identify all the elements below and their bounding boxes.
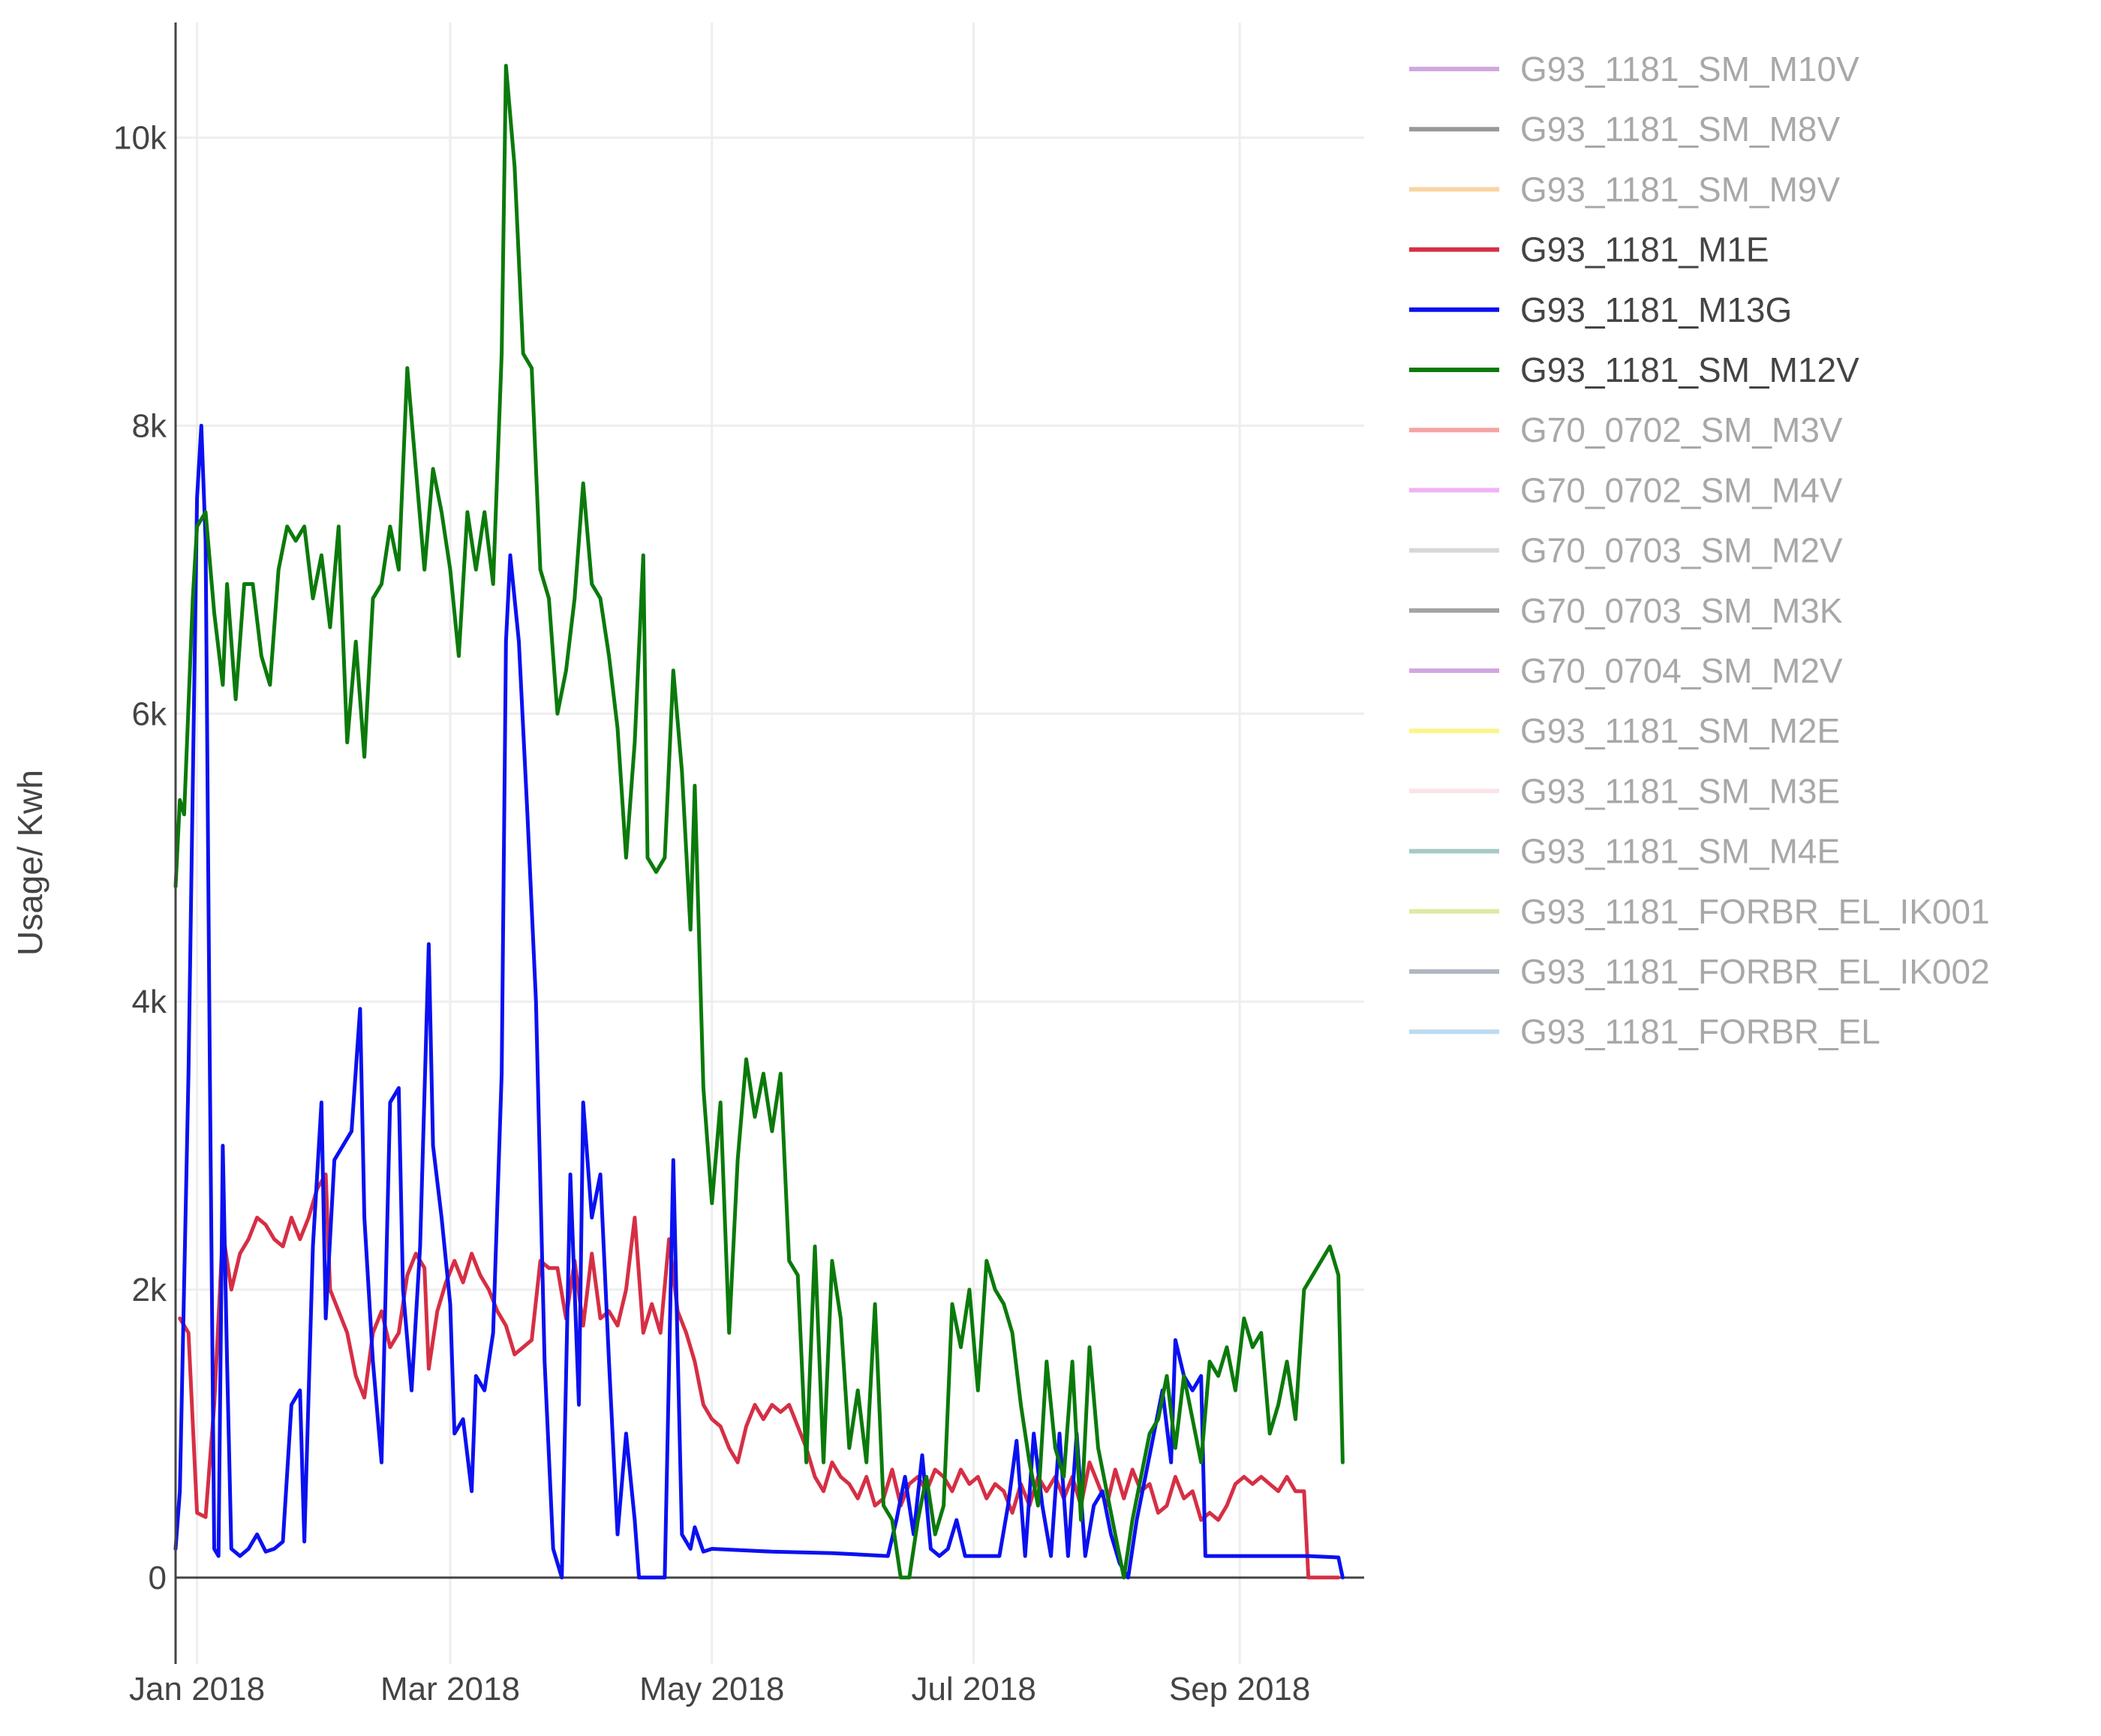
y-tick-label: 0 bbox=[149, 1560, 167, 1596]
y-axis-title: Usage/ Kwh bbox=[11, 770, 50, 956]
legend-label: G93_1181_FORBR_EL bbox=[1520, 1012, 1880, 1051]
legend-item[interactable]: G93_1181_SM_M12V bbox=[1409, 350, 1859, 389]
legend-item[interactable]: G70_0703_SM_M2V bbox=[1409, 531, 1843, 570]
y-tick-label: 10k bbox=[113, 120, 167, 157]
legend-item[interactable]: G93_1181_SM_M3E bbox=[1409, 771, 1840, 810]
legend-item[interactable]: G93_1181_SM_M9V bbox=[1409, 170, 1841, 209]
legend-item[interactable]: G93_1181_FORBR_EL bbox=[1409, 1012, 1880, 1051]
y-tick-label: 8k bbox=[132, 407, 167, 444]
grid-layer bbox=[176, 23, 1364, 1664]
x-tick-label: Sep 2018 bbox=[1169, 1671, 1310, 1707]
legend-item[interactable]: G93_1181_FORBR_EL_IK002 bbox=[1409, 952, 1990, 991]
legend-item[interactable]: G70_0702_SM_M4V bbox=[1409, 470, 1843, 509]
y-tick-label: 2k bbox=[132, 1272, 167, 1308]
legend-label: G93_1181_FORBR_EL_IK002 bbox=[1520, 952, 1990, 991]
legend-item[interactable]: G93_1181_SM_M2E bbox=[1409, 711, 1840, 750]
legend-label: G93_1181_SM_M8V bbox=[1520, 110, 1841, 149]
legend-label: G93_1181_M1E bbox=[1520, 230, 1769, 269]
legend-item[interactable]: G93_1181_SM_M10V bbox=[1409, 50, 1859, 89]
legend-item[interactable]: G70_0704_SM_M2V bbox=[1409, 651, 1843, 690]
legend: G93_1181_SM_M10V G93_1181_SM_M8V G93_1181_… bbox=[1409, 50, 1990, 1051]
x-tick-label: May 2018 bbox=[639, 1671, 784, 1707]
legend-label: G93_1181_M13G bbox=[1520, 290, 1792, 329]
legend-label: G70_0702_SM_M3V bbox=[1520, 410, 1843, 449]
legend-label: G93_1181_SM_M9V bbox=[1520, 170, 1841, 209]
series-line-g93-1181-m1e bbox=[178, 1172, 1341, 1580]
legend-label: G70_0703_SM_M2V bbox=[1520, 531, 1843, 570]
y-tick-label: 4k bbox=[132, 984, 167, 1020]
legend-item[interactable]: G93_1181_FORBR_EL_IK001 bbox=[1409, 892, 1990, 931]
legend-label: G93_1181_SM_M4E bbox=[1520, 832, 1840, 871]
series-layer bbox=[173, 64, 1345, 1580]
legend-label: G70_0704_SM_M2V bbox=[1520, 651, 1843, 690]
legend-label: G93_1181_SM_M12V bbox=[1520, 350, 1859, 389]
x-tick-label: Jan 2018 bbox=[129, 1671, 265, 1707]
legend-label: G93_1181_SM_M3E bbox=[1520, 771, 1840, 810]
legend-item[interactable]: G70_0702_SM_M3V bbox=[1409, 410, 1843, 449]
x-tick-label: Jul 2018 bbox=[911, 1671, 1035, 1707]
legend-item[interactable]: G93_1181_SM_M8V bbox=[1409, 110, 1841, 149]
tick-layer: 0 2k 4k 6k 8k 10k Jan 2018 Mar 2018 May 2018 Jul … bbox=[113, 120, 1310, 1707]
legend-label: G70_0703_SM_M3K bbox=[1520, 591, 1843, 630]
legend-label: G93_1181_SM_M2E bbox=[1520, 711, 1840, 750]
legend-item[interactable]: G93_1181_M1E bbox=[1409, 230, 1769, 269]
y-tick-label: 6k bbox=[132, 695, 167, 732]
x-tick-label: Mar 2018 bbox=[380, 1671, 520, 1707]
legend-item[interactable]: G70_0703_SM_M3K bbox=[1409, 591, 1843, 630]
legend-label: G70_0702_SM_M4V bbox=[1520, 470, 1843, 509]
series-line-g93-1181-m13g bbox=[173, 423, 1345, 1580]
legend-item[interactable]: G93_1181_SM_M4E bbox=[1409, 832, 1840, 871]
legend-item[interactable]: G93_1181_M13G bbox=[1409, 290, 1792, 329]
series-line-g93-1181-sm-m12v bbox=[173, 64, 1345, 1580]
legend-label: G93_1181_SM_M10V bbox=[1520, 50, 1859, 89]
legend-label: G93_1181_FORBR_EL_IK001 bbox=[1520, 892, 1990, 931]
